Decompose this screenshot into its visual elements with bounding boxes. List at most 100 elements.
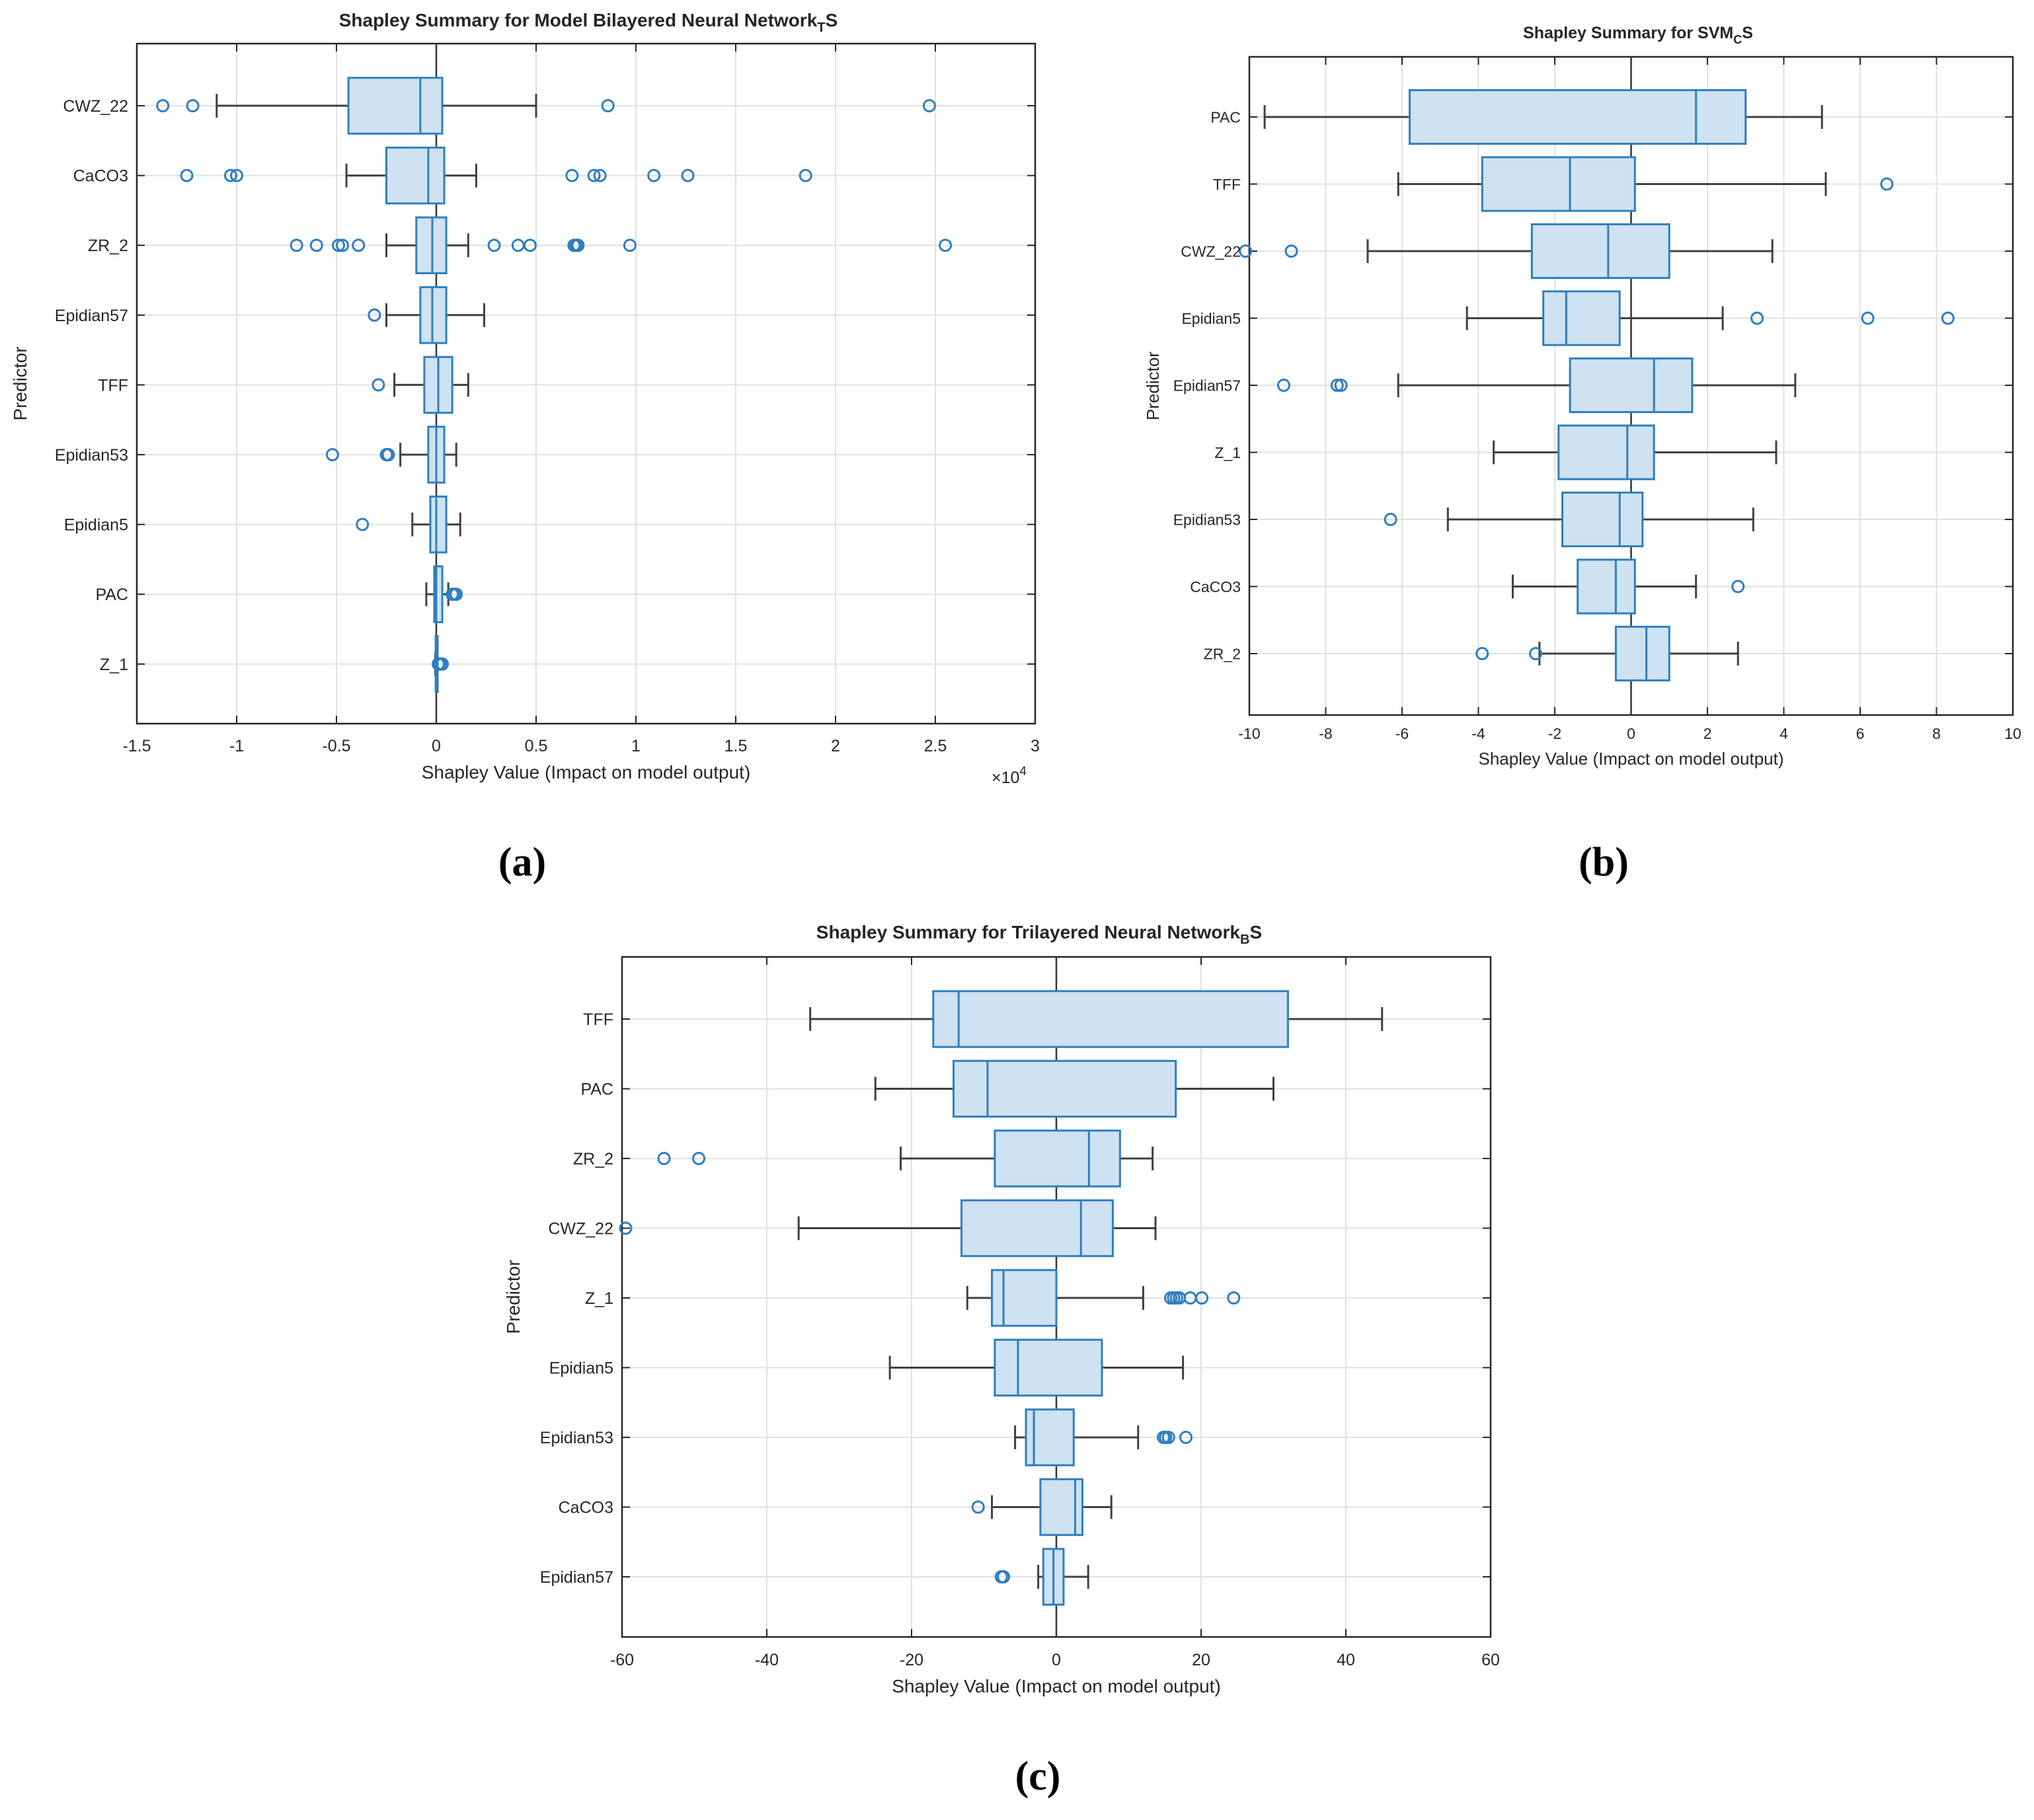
y-tick-label: PAC: [580, 1081, 613, 1099]
box-ZR_2: [1475, 625, 1739, 682]
outlier-point: [356, 517, 370, 531]
box-CWZ_22: [156, 77, 936, 135]
box-iqr: [1577, 558, 1636, 615]
outlier-point: [593, 169, 607, 182]
x-tick-label: 8: [1932, 725, 1941, 742]
x-axis-label: Shapley Value (Impact on model output): [1478, 749, 1783, 769]
y-tick-label: CaCO3: [559, 1499, 613, 1517]
outlier-point: [1227, 1291, 1241, 1305]
outlier-point: [186, 99, 200, 112]
x-tick-label: -4: [1471, 725, 1485, 742]
outlier-point: [325, 448, 339, 461]
outlier-point: [799, 169, 812, 182]
outlier-point: [587, 169, 601, 182]
box-TFF: [809, 990, 1384, 1048]
box-CWZ_22: [1239, 223, 1774, 280]
box-PAC: [1263, 89, 1823, 145]
box-Epidian53: [1384, 491, 1754, 548]
y-tick-label: TFF: [1213, 176, 1241, 193]
y-tick-label: Epidian57: [55, 307, 128, 325]
box-CaCO3: [971, 1478, 1113, 1536]
x-tick-label: 2: [1703, 725, 1712, 742]
x-tick-label: -40: [755, 1651, 779, 1669]
y-tick-label: Z_1: [100, 656, 128, 674]
box-ZR_2: [290, 216, 953, 274]
box-TFF: [1397, 156, 1894, 212]
outlier-point: [1161, 1431, 1175, 1444]
y-tick-label: CWZ_22: [1181, 243, 1241, 260]
outlier-point: [1861, 311, 1875, 325]
x-tick-label: 2: [831, 737, 840, 755]
box-Z_1: [432, 635, 450, 693]
x-tick-label: 20: [1192, 1651, 1210, 1669]
x-tick-label: 10: [2004, 725, 2021, 742]
panel-label: (b): [1579, 840, 1629, 885]
box-iqr: [347, 77, 444, 135]
x-tick-label: -10: [1238, 725, 1260, 742]
outlier-point: [681, 169, 695, 182]
outlier-point: [290, 239, 303, 252]
x-tick-label: -60: [610, 1651, 634, 1669]
box-iqr: [1409, 89, 1747, 145]
outlier-point: [450, 588, 463, 601]
box-iqr: [994, 1129, 1121, 1188]
box-iqr: [960, 1199, 1114, 1258]
outlier-point: [971, 1500, 985, 1514]
y-tick-label: Epidian53: [1173, 511, 1241, 528]
outlier-point: [997, 1570, 1011, 1583]
box-iqr: [1530, 223, 1670, 280]
outlier-point: [1330, 379, 1344, 392]
outlier-point: [1334, 379, 1348, 392]
outlier-point: [1384, 513, 1397, 526]
x-tick-label: 60: [1481, 1651, 1500, 1669]
outlier-point: [332, 239, 346, 252]
y-tick-label: Epidian53: [540, 1429, 613, 1447]
outlier-point: [1276, 379, 1290, 392]
y-tick-label: TFF: [583, 1010, 613, 1029]
chart-title: Shapley Summary for Trilayered Neural Ne…: [816, 922, 1262, 947]
x-tick-label: -20: [900, 1651, 923, 1669]
box-Epidian5: [1466, 290, 1955, 346]
x-tick-label: 6: [1856, 725, 1865, 742]
x-tick-label: -0.5: [322, 737, 350, 755]
x-axis-label: Shapley Value (Impact on model output): [892, 1676, 1221, 1696]
y-axis-label: Predictor: [503, 1260, 524, 1334]
x-tick-label: -2: [1548, 725, 1561, 742]
x-tick-label: -1: [229, 737, 244, 755]
x-tick-label: 0.5: [525, 737, 548, 755]
y-tick-label: Epidian5: [64, 516, 128, 535]
box-CaCO3: [1511, 558, 1745, 615]
box-iqr: [415, 216, 448, 274]
outlier-point: [571, 239, 585, 252]
x-tick-label: 4: [1780, 725, 1788, 742]
box-Epidian53: [1014, 1408, 1193, 1466]
box-Epidian57: [994, 1548, 1089, 1606]
outlier-point: [368, 308, 381, 322]
axes-frame: [136, 42, 1037, 725]
y-tick-label: ZR_2: [1204, 645, 1241, 662]
x-tick-label: 1: [631, 737, 641, 755]
outlier-point: [223, 169, 237, 182]
box-Epidian5: [356, 495, 461, 554]
box-iqr: [419, 286, 448, 344]
box-Epidian57: [368, 286, 485, 344]
outlier-point: [922, 99, 936, 112]
box-iqr: [385, 146, 446, 205]
outlier-point: [1195, 1291, 1209, 1305]
x-tick-label: 1.5: [724, 737, 748, 755]
panel-label: (a): [498, 840, 546, 885]
box-PAC: [874, 1059, 1274, 1118]
outlier-point: [601, 99, 615, 112]
outlier-point: [156, 99, 170, 112]
outlier-point: [1284, 245, 1298, 258]
box-iqr: [932, 990, 1289, 1048]
box-CWZ_22: [619, 1199, 1157, 1258]
x-exponent-label: ×104: [992, 765, 1027, 787]
box-iqr: [429, 495, 448, 554]
chart-a: CWZ_22CaCO3ZR_2Epidian57TFFEpidian53Epid…: [10, 10, 1040, 885]
y-tick-label: Epidian5: [1181, 310, 1241, 327]
outlier-point: [1239, 245, 1253, 258]
outlier-point: [619, 1221, 633, 1235]
x-tick-label: 2.5: [924, 737, 947, 755]
